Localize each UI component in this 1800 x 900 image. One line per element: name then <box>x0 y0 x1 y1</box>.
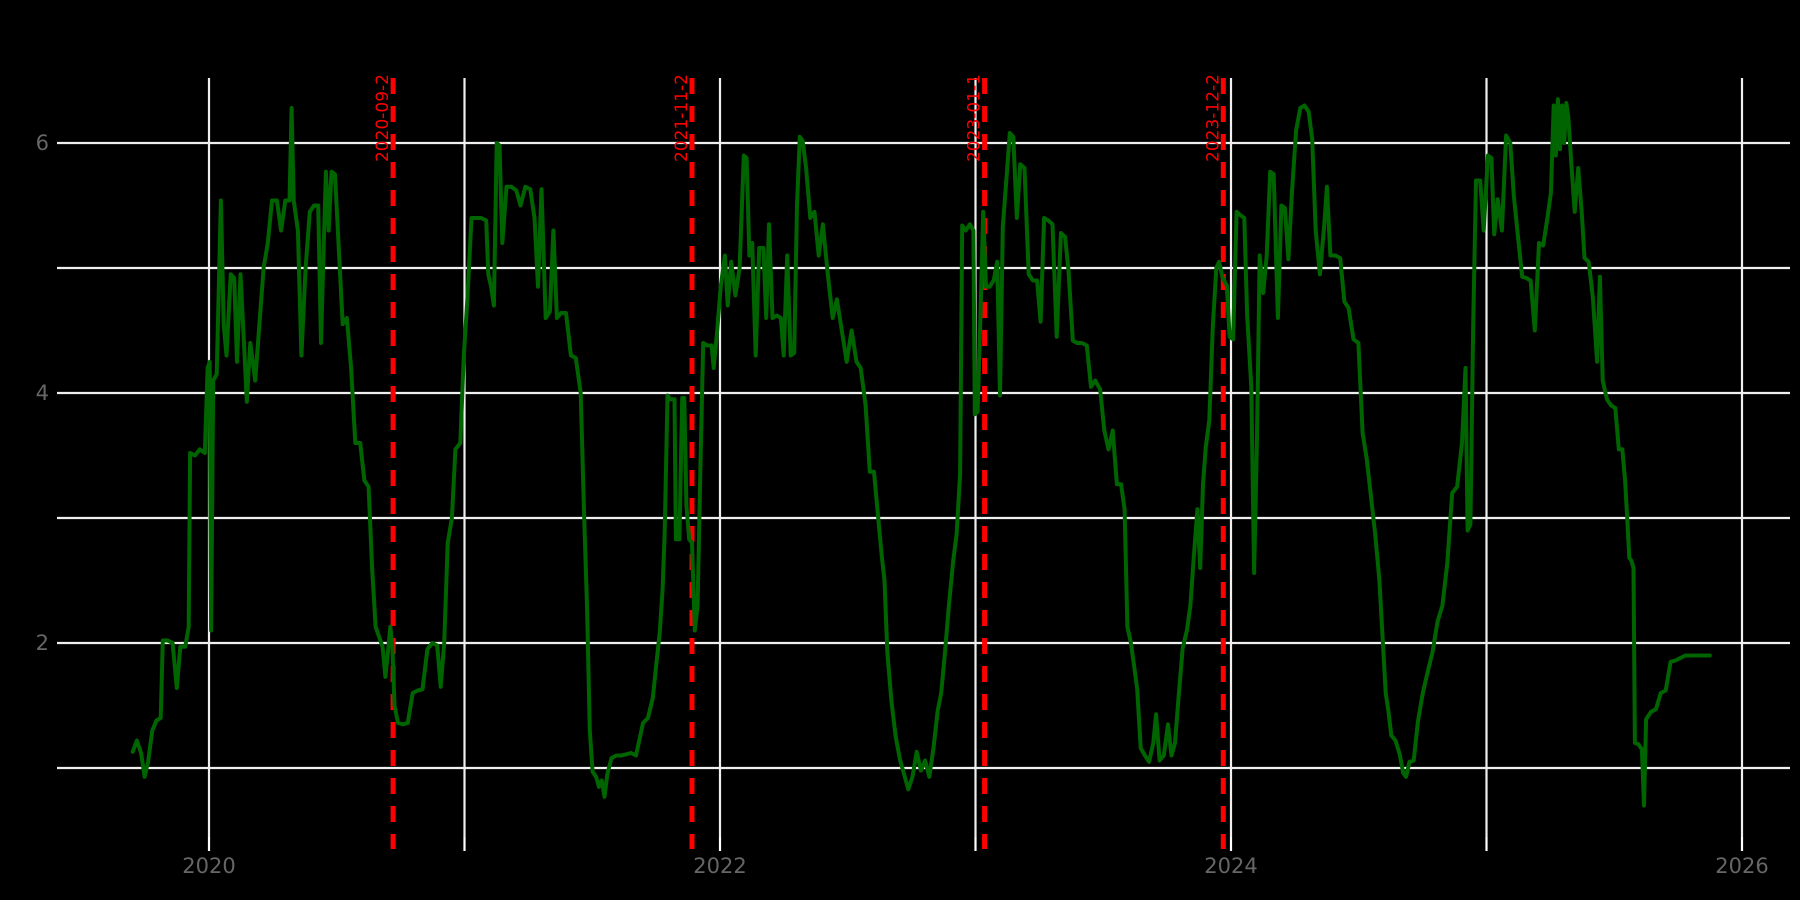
event-line-label: 2023-01-1 <box>965 74 985 162</box>
x-tick-label: 2024 <box>1204 854 1257 878</box>
y-tick-label: 4 <box>36 381 49 405</box>
event-line-label: 2020-09-2 <box>373 74 393 162</box>
y-tick-label: 2 <box>36 631 49 655</box>
x-tick-label: 2022 <box>693 854 746 878</box>
y-tick-label: 6 <box>36 131 49 155</box>
x-tick-label: 2020 <box>182 854 235 878</box>
x-tick-label: 2026 <box>1715 854 1768 878</box>
data-line <box>130 97 1712 808</box>
event-line-label: 2021-11-2 <box>672 74 692 162</box>
event-line-label: 2023-12-2 <box>1203 74 1223 162</box>
